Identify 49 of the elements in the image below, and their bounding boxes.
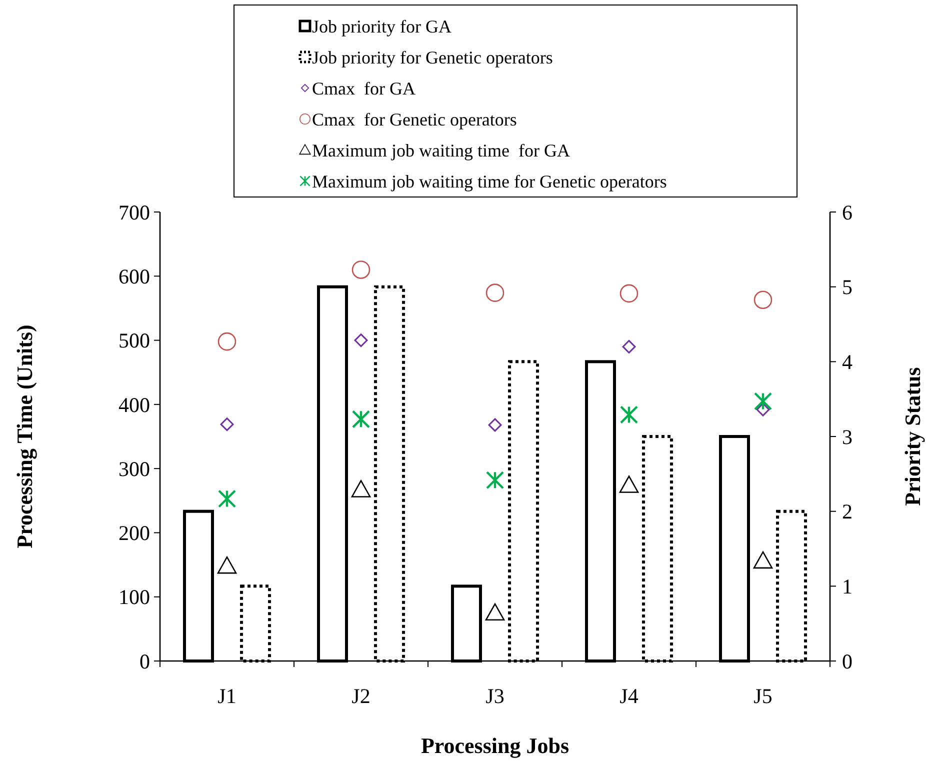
y-tick-label: 700 (118, 200, 150, 224)
y-tick-label: 100 (118, 585, 150, 610)
legend-label: Maximum job waiting time for GA (312, 140, 570, 160)
y2-tick-label: 2 (842, 500, 852, 524)
legend-label: Maximum job waiting time for Genetic operators (312, 171, 667, 192)
point (754, 392, 772, 410)
point (220, 418, 234, 432)
y-tick-label: 500 (118, 328, 150, 353)
y2-axis-title: Priority Status (900, 366, 925, 506)
x-tick-label: J1 (218, 684, 236, 708)
x-tick-label: J2 (352, 684, 370, 708)
y2-tick-label: 4 (842, 350, 853, 374)
point (620, 406, 638, 424)
y-tick-label: 400 (118, 392, 150, 417)
point (486, 284, 504, 302)
point (486, 471, 504, 490)
y2-tick-label: 6 (842, 200, 852, 224)
point (756, 402, 770, 416)
point (352, 260, 370, 279)
legend-label: Cmax for Genetic operators (312, 109, 517, 130)
y2-tick-label: 5 (842, 275, 852, 300)
point (622, 340, 636, 354)
y-tick-label: 0 (140, 649, 150, 674)
point (619, 476, 639, 493)
point (352, 410, 370, 428)
y2-tick-label: 1 (842, 574, 852, 599)
x-tick-label: J5 (754, 684, 772, 708)
point (488, 418, 502, 432)
y-axis-title: Processing Time (Units) (12, 324, 37, 548)
y2-tick-label: 3 (842, 424, 852, 449)
point (351, 480, 371, 498)
point (217, 556, 237, 574)
legend-label: Cmax for GA (312, 78, 416, 98)
legend-label: Job priority for GA (312, 16, 452, 36)
x-axis-title: Processing Jobs (420, 733, 570, 758)
point (754, 290, 772, 310)
point (753, 551, 773, 569)
point (218, 490, 236, 508)
y2-tick-label: 0 (842, 649, 852, 674)
legend-label: Job priority for Genetic operators (312, 47, 553, 68)
x-tick-label: J3 (486, 684, 504, 708)
y-tick-label: 200 (118, 521, 150, 546)
point (354, 334, 368, 348)
y-tick-label: 300 (118, 456, 150, 481)
x-tick-label: J4 (620, 684, 639, 708)
point (218, 332, 236, 351)
point (620, 284, 638, 303)
y-tick-label: 600 (118, 264, 150, 288)
point (485, 603, 505, 621)
